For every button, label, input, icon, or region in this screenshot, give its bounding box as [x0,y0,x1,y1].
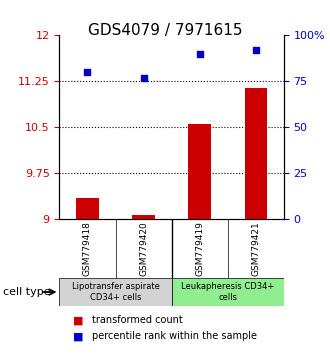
Bar [245,87,267,219]
Bar [188,124,211,219]
Text: Lipotransfer aspirate
CD34+ cells: Lipotransfer aspirate CD34+ cells [72,282,159,302]
Text: GSM779418: GSM779418 [83,221,92,276]
Text: transformed count: transformed count [92,315,183,325]
Text: ■: ■ [73,331,83,341]
Bar [132,215,155,219]
Text: percentile rank within the sample: percentile rank within the sample [92,331,257,341]
Point [253,47,258,53]
Text: GSM779419: GSM779419 [195,221,204,276]
Text: GSM779420: GSM779420 [139,221,148,276]
FancyBboxPatch shape [172,278,284,306]
Bar [76,198,99,219]
Text: GDS4079 / 7971615: GDS4079 / 7971615 [88,23,242,38]
Text: Leukapheresis CD34+
cells: Leukapheresis CD34+ cells [181,282,274,302]
FancyBboxPatch shape [59,278,172,306]
Text: cell type: cell type [3,287,51,297]
Point [197,51,202,57]
Text: ■: ■ [73,315,83,325]
Point [141,75,146,81]
Point [85,69,90,75]
Text: GSM779421: GSM779421 [251,221,260,276]
